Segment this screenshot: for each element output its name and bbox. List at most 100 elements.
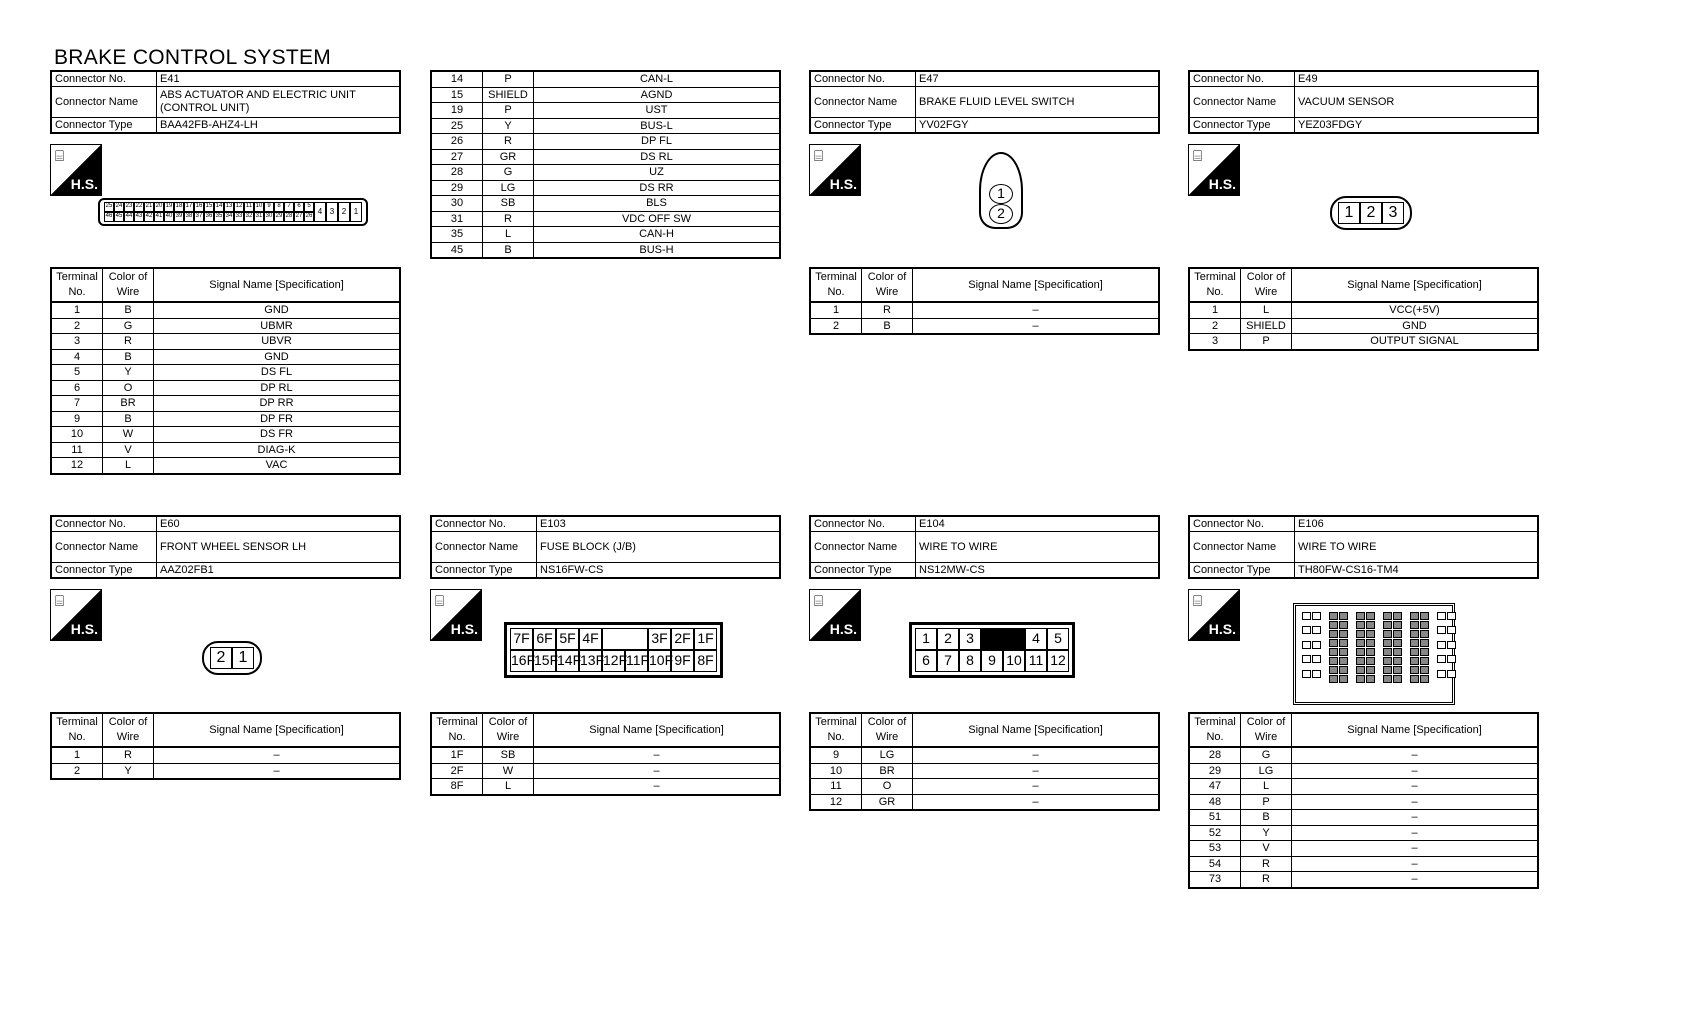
connector-name-row: Connector Name ABS ACTUATOR AND ELECTRIC … — [50, 86, 401, 118]
terminal-no: 54 — [1188, 855, 1241, 872]
connector-e41-continuation: 14 P CAN-L 15 SHIELD AGND 19 P UST 25 Y BUS-L 26 R DP … — [430, 70, 781, 259]
connector-no-row: Connector No. E47 — [809, 70, 1160, 87]
connector-name-label: Connector Name — [1188, 86, 1295, 118]
signal-name: DS RL — [533, 148, 781, 165]
pin-cavity: 2F — [671, 628, 694, 650]
pin-cavity — [1410, 657, 1419, 665]
pin-cavity: 10 — [254, 202, 264, 212]
signal-name: BUS-L — [533, 117, 781, 134]
wire-color: SB — [482, 746, 534, 764]
terminal-no: 2 — [50, 317, 103, 334]
connector-no-row: Connector No. E41 — [50, 70, 401, 87]
harness-side-icon: ⌸ H.S. — [50, 144, 102, 196]
pin-cavity: 8 — [959, 650, 981, 672]
pin-cavity: 16F — [510, 650, 535, 672]
pin-cavity — [1302, 612, 1311, 620]
connector-type-label: Connector Type — [809, 117, 916, 134]
signal-name: – — [912, 778, 1160, 795]
pin-cavity — [1312, 612, 1321, 620]
table-row: 28 G – — [1188, 746, 1539, 764]
connector-name-value: FUSE BLOCK (J/B) — [536, 531, 781, 563]
pin-cavity: 31 — [254, 212, 264, 222]
connector-type-value: NS16FW-CS — [536, 562, 781, 579]
pin-cavity — [1356, 621, 1365, 629]
pin-cavity — [1312, 669, 1321, 678]
pin-cavity: 3 — [959, 628, 981, 650]
pin-cavity — [1356, 675, 1365, 683]
pin-cavity — [1356, 666, 1365, 674]
pin-cavity: 6F — [533, 628, 556, 650]
table-row: 54 R – — [1188, 855, 1539, 872]
table-row: 53 V – — [1188, 840, 1539, 857]
color-of-wire-header: Color of Wire — [102, 712, 154, 748]
terminal-no: 52 — [1188, 824, 1241, 841]
pin-cavity — [1393, 639, 1402, 647]
terminal-table: Terminal No. Color of Wire Signal Name [Sp… — [809, 267, 1160, 335]
wire-color: SHIELD — [482, 86, 534, 103]
wire-color: L — [102, 457, 154, 474]
signal-name: – — [533, 746, 781, 764]
connector-type-value: BAA42FB-AHZ4-LH — [156, 117, 401, 134]
signal-name: UZ — [533, 164, 781, 181]
pin-cavity: 4F — [579, 628, 602, 650]
terminal-table: Terminal No. Color of Wire Signal Name [Sp… — [50, 712, 401, 780]
connector-name-label: Connector Name — [809, 86, 916, 118]
signal-name-header: Signal Name [Specification] — [533, 712, 781, 748]
connector-name-row: Connector Name BRAKE FLUID LEVEL SWITCH — [809, 86, 1160, 118]
pin-cavity: 30 — [264, 212, 274, 222]
pin-cavity: 26 — [304, 212, 314, 222]
table-row: 15 SHIELD AGND — [430, 86, 781, 103]
terminal-no: 12 — [809, 793, 862, 811]
terminal-no: 28 — [430, 164, 483, 181]
connector-icon: ⌸ — [814, 593, 824, 610]
signal-name: – — [1291, 778, 1539, 795]
pin-cavity — [1356, 657, 1365, 665]
pin-cavity: 9F — [671, 650, 694, 672]
terminal-no-header: Terminal No. — [809, 712, 862, 748]
connector-name-value: WIRE TO WIRE — [1294, 531, 1539, 563]
signal-name: VCC(+5V) — [1291, 301, 1539, 319]
wire-color: L — [482, 226, 534, 243]
wire-color: B — [102, 301, 154, 319]
terminal-no: 10 — [50, 426, 103, 443]
connector-type-label: Connector Type — [430, 562, 537, 579]
pin-cavity — [1383, 639, 1392, 647]
wire-color: R — [482, 133, 534, 150]
terminal-no: 10 — [809, 762, 862, 779]
signal-name: DP RR — [153, 395, 401, 412]
harness-side-icon: ⌸ H.S. — [809, 144, 861, 196]
connector-name-value: BRAKE FLUID LEVEL SWITCH — [915, 86, 1160, 118]
wire-color: G — [102, 317, 154, 334]
connector-block-e104: Connector No. E104 Connector Name WIRE TO W… — [809, 515, 1160, 811]
wire-color: SHIELD — [1240, 317, 1292, 334]
connector-header-table: Connector No. E49 Connector Name VACUUM SEN… — [1188, 70, 1539, 134]
pin-cavity: 13F — [579, 650, 604, 672]
signal-name: – — [533, 762, 781, 779]
signal-name: – — [533, 778, 781, 795]
wire-color: BR — [102, 395, 154, 412]
terminal-no: 14 — [430, 70, 483, 88]
harness-side-icon: ⌸ H.S. — [430, 589, 482, 641]
wire-color: W — [482, 762, 534, 779]
table-row: 31 R VDC OFF SW — [430, 210, 781, 227]
wire-color: Y — [102, 364, 154, 381]
wire-color: W — [102, 426, 154, 443]
color-of-wire-header: Color of Wire — [102, 267, 154, 303]
pin-cavity: 14 — [214, 202, 224, 212]
pin-cavity: 6 — [915, 650, 937, 672]
pin-cavity — [1383, 657, 1392, 665]
pin-cavity — [1410, 621, 1419, 629]
key-slot — [602, 628, 648, 650]
table-row: 45 B BUS-H — [430, 241, 781, 259]
connector-name-row: Connector Name VACUUM SENSOR — [1188, 86, 1539, 118]
pin-cavity — [1383, 666, 1392, 674]
pin-cavity — [1329, 666, 1338, 674]
signal-name: – — [1291, 793, 1539, 810]
connector-type-row: Connector Type TH80FW-CS16-TM4 — [1188, 562, 1539, 579]
signal-name: – — [153, 746, 401, 764]
connector-name-value: FRONT WHEEL SENSOR LH — [156, 531, 401, 563]
connector-name-label: Connector Name — [50, 86, 157, 118]
terminal-no: 5 — [50, 364, 103, 381]
connector-icon: ⌸ — [55, 593, 65, 610]
